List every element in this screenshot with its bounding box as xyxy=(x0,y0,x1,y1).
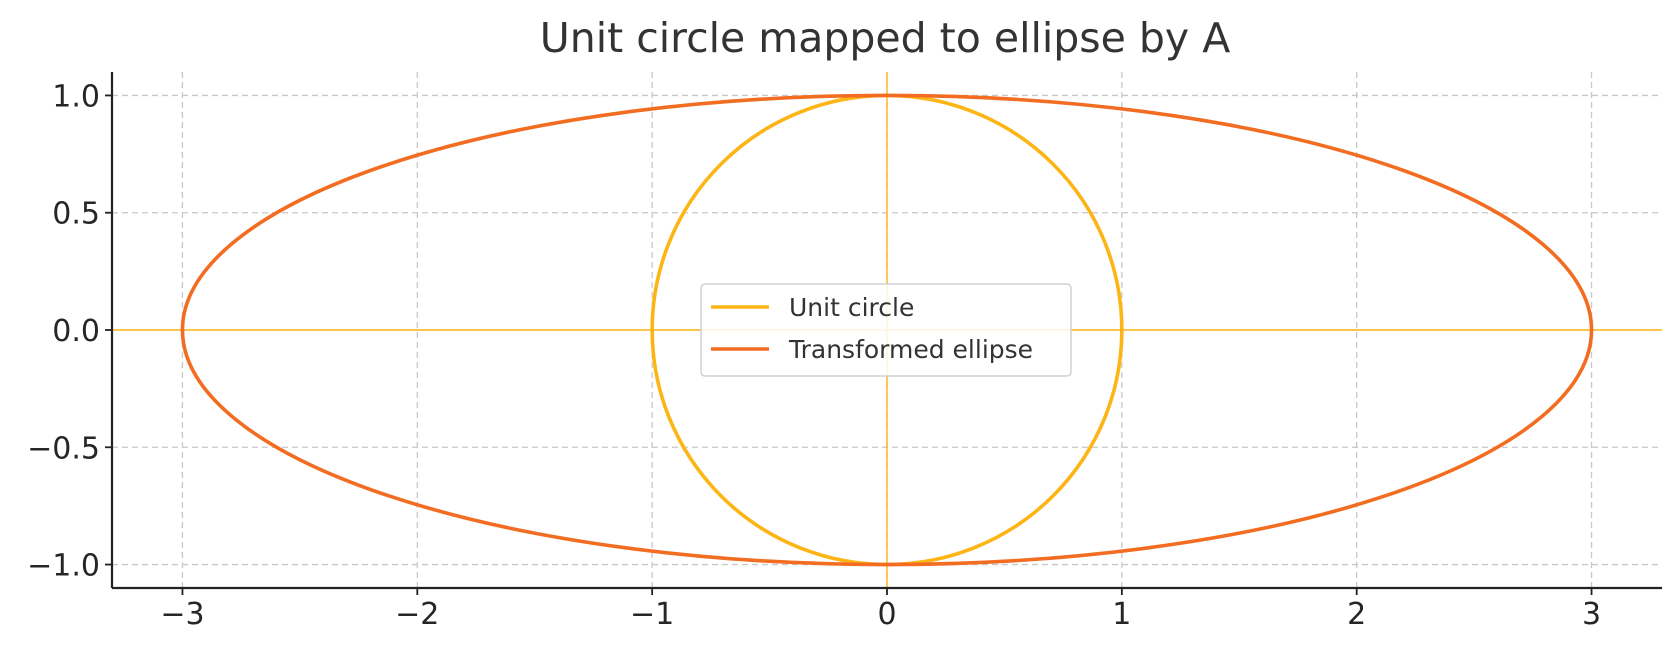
plot-area xyxy=(180,93,1594,567)
x-tick-label: −2 xyxy=(395,597,439,632)
x-tick-label: −1 xyxy=(630,597,674,632)
x-tick-label: 0 xyxy=(877,597,896,632)
x-tick-label: 1 xyxy=(1112,597,1131,632)
legend-label-transformed-ellipse: Transformed ellipse xyxy=(788,335,1033,364)
y-tick-label: −0.5 xyxy=(27,431,100,466)
y-tick-label: 0.5 xyxy=(52,197,100,232)
legend-label-unit-circle: Unit circle xyxy=(789,293,914,322)
legend-box xyxy=(700,283,1072,377)
series-transformed-ellipse xyxy=(180,93,1594,567)
x-tick-label: −3 xyxy=(160,597,204,632)
legend: Unit circle Transformed ellipse xyxy=(700,283,1072,377)
y-tick-label: 1.0 xyxy=(52,79,100,114)
chart-title: Unit circle mapped to ellipse by A xyxy=(540,14,1231,62)
x-tick-label: 3 xyxy=(1582,597,1601,632)
x-tick-label: 2 xyxy=(1347,597,1366,632)
axes: −3 −2 −1 0 1 2 3 −1.0 −0.5 0.0 0.5 1.0 xyxy=(27,72,1662,632)
y-tick-label: −1.0 xyxy=(27,549,100,584)
y-tick-label: 0.0 xyxy=(52,314,100,349)
